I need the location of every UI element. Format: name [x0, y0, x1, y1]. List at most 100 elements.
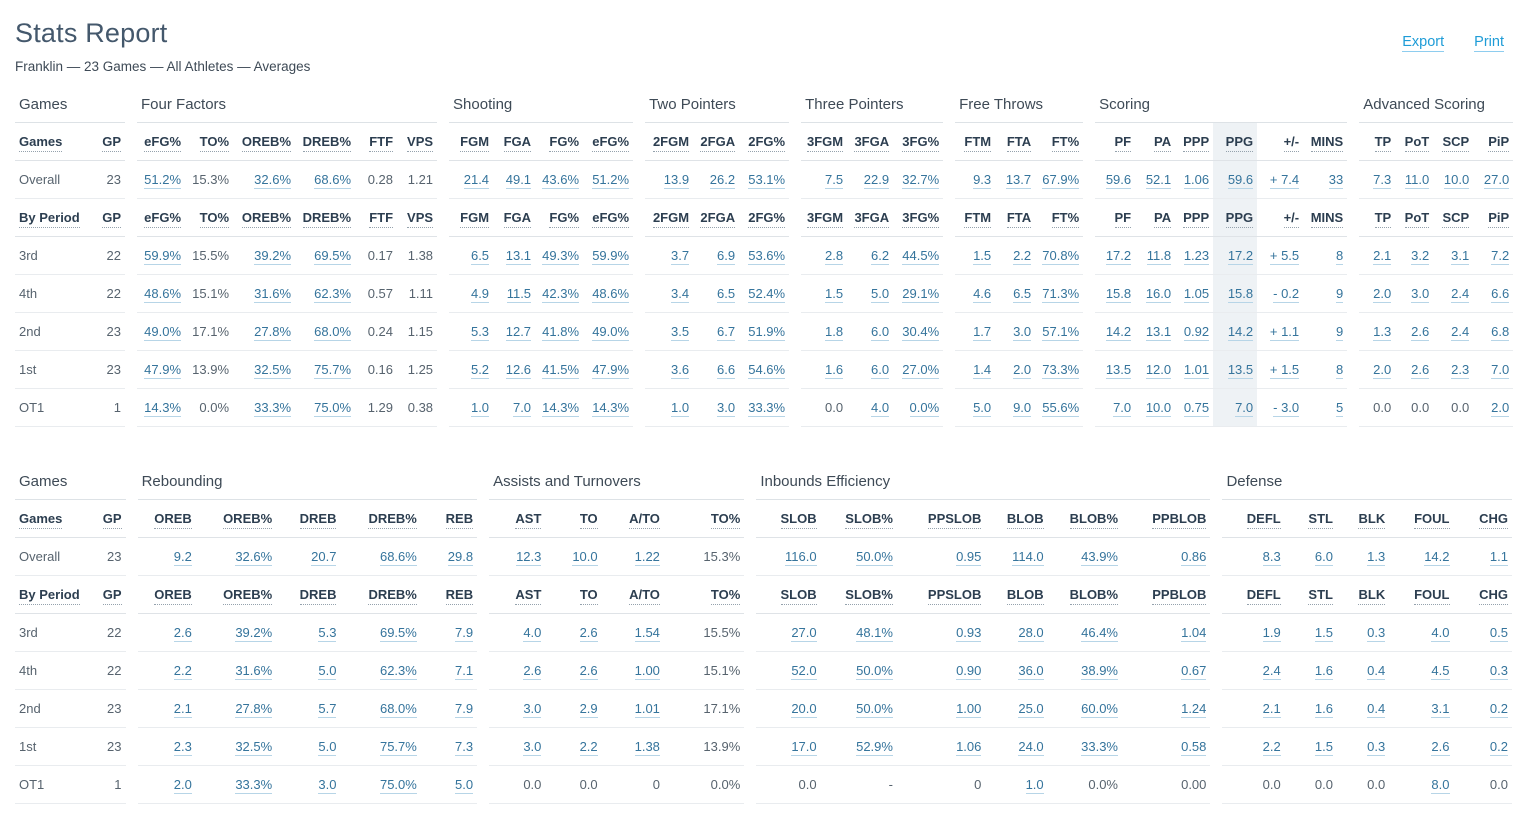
cell-link-oreb-pct[interactable]: 27.8%	[254, 324, 292, 341]
col-header-label-vps[interactable]: VPS	[407, 210, 434, 228]
cell-link-pf[interactable]: 15.8	[1105, 286, 1132, 303]
col-header-label-fta[interactable]: FTA	[1006, 134, 1032, 152]
cell-link-pip[interactable]: 6.6	[1491, 286, 1510, 303]
cell-link-ftm[interactable]: 9.3	[973, 172, 992, 189]
cell-link-oreb[interactable]: 9.2	[173, 549, 192, 566]
cell-link-foul[interactable]: 3.1	[1431, 701, 1450, 718]
cell-link-scp[interactable]: 3.1	[1451, 248, 1470, 265]
cell-link-oreb[interactable]: 2.1	[173, 701, 192, 718]
cell-link-chg[interactable]: 0.2	[1489, 739, 1508, 756]
cell-link-slob[interactable]: 17.0	[791, 739, 817, 756]
col-header-label-dreb[interactable]: DREB	[299, 511, 337, 529]
export-link[interactable]: Export	[1402, 34, 1445, 52]
cell-link-oreb-pct[interactable]: 32.6%	[254, 172, 292, 189]
cell-link-mins[interactable]: 9	[1335, 286, 1344, 303]
cell-link-plus-minus[interactable]: - 0.2	[1273, 286, 1300, 303]
cell-link-chg[interactable]: 0.2	[1489, 701, 1508, 718]
cell-link-dreb-pct[interactable]: 75.0%	[314, 400, 352, 417]
col-header-label-gp[interactable]: GP	[102, 134, 122, 152]
cell-link-tp[interactable]: 2.1	[1373, 248, 1392, 265]
cell-link-pip[interactable]: 27.0	[1483, 172, 1510, 189]
cell-link-oreb-pct[interactable]: 32.5%	[254, 362, 292, 379]
col-header-label-pf[interactable]: PF	[1114, 134, 1132, 152]
cell-link-oreb[interactable]: 2.3	[173, 739, 192, 756]
cell-link-defl[interactable]: 2.4	[1262, 663, 1281, 680]
cell-link-3fg-pct[interactable]: 0.0%	[909, 400, 940, 417]
cell-link-fg-pct[interactable]: 49.3%	[542, 248, 580, 265]
col-header-label-3fga[interactable]: 3FGA	[854, 134, 890, 152]
cell-link-oreb[interactable]: 2.0	[173, 777, 192, 794]
cell-link-ppg[interactable]: 17.2	[1227, 248, 1254, 265]
col-header-label-plus-minus[interactable]: +/-	[1283, 134, 1300, 152]
col-header-label-defl[interactable]: DEFL	[1246, 511, 1281, 529]
cell-link-reb[interactable]: 5.0	[455, 777, 474, 794]
cell-link-dreb[interactable]: 5.0	[318, 739, 337, 756]
cell-link-ftm[interactable]: 5.0	[973, 400, 992, 417]
cell-link-ast[interactable]: 3.0	[523, 701, 542, 718]
col-header-label-fg-pct[interactable]: FG%	[549, 210, 580, 228]
col-header-label-blob-pct[interactable]: BLOB%	[1069, 511, 1118, 529]
cell-link-fga[interactable]: 12.6	[505, 362, 532, 379]
col-header-label-oreb-pct[interactable]: OREB%	[241, 134, 292, 152]
col-header-label-slob-pct[interactable]: SLOB%	[845, 511, 893, 529]
col-header-label-vps[interactable]: VPS	[407, 134, 434, 152]
cell-link-ppg[interactable]: 14.2	[1227, 324, 1254, 341]
cell-link-tp[interactable]: 7.3	[1373, 172, 1392, 189]
cell-link-a-to[interactable]: 1.38	[634, 739, 660, 756]
col-header-label-oreb-pct[interactable]: OREB%	[223, 587, 273, 605]
cell-link-blob[interactable]: 25.0	[1018, 701, 1044, 718]
cell-link-2fga[interactable]: 6.7	[717, 324, 736, 341]
col-header-label-blk[interactable]: BLK	[1358, 511, 1386, 529]
col-header-label-mins[interactable]: MINS	[1310, 134, 1344, 152]
cell-link-blob[interactable]: 36.0	[1018, 663, 1044, 680]
cell-link-2fgm[interactable]: 3.7	[671, 248, 690, 265]
cell-link-efg-pct[interactable]: 59.9%	[144, 248, 182, 265]
cell-link-chg[interactable]: 0.5	[1489, 625, 1508, 642]
cell-link-3fga[interactable]: 22.9	[863, 172, 890, 189]
cell-link-ft-pct[interactable]: 71.3%	[1042, 286, 1080, 303]
col-header-label-dreb[interactable]: DREB	[299, 587, 337, 605]
cell-link-stl[interactable]: 1.6	[1314, 701, 1333, 718]
col-header-label-dreb-pct[interactable]: DREB%	[368, 511, 417, 529]
col-header-label-pf[interactable]: PF	[1114, 210, 1132, 228]
cell-link-3fgm[interactable]: 2.8	[825, 248, 844, 265]
cell-link-ast[interactable]: 2.6	[523, 663, 542, 680]
cell-link-pip[interactable]: 7.0	[1491, 362, 1510, 379]
cell-link-fgm[interactable]: 1.0	[470, 400, 490, 417]
cell-link-efg-pct-shooting[interactable]: 49.0%	[592, 324, 630, 341]
col-header-label-ppg[interactable]: PPG	[1225, 134, 1254, 152]
col-header-label-ftf[interactable]: FTF	[369, 210, 394, 228]
cell-link-slob-pct[interactable]: 50.0%	[856, 663, 893, 680]
cell-link-fta[interactable]: 2.2	[1013, 248, 1032, 265]
cell-link-3fgm[interactable]: 1.5	[825, 286, 844, 303]
col-header-label-fta[interactable]: FTA	[1006, 210, 1032, 228]
cell-link-efg-pct-shooting[interactable]: 14.3%	[592, 400, 630, 417]
cell-link-scp[interactable]: 2.4	[1451, 286, 1470, 303]
col-header-label-efg-pct-shooting[interactable]: eFG%	[592, 210, 630, 228]
col-header-label-games[interactable]: By Period	[19, 210, 80, 228]
col-header-label-oreb-pct[interactable]: OREB%	[223, 511, 273, 529]
cell-link-ppp[interactable]: 1.05	[1183, 286, 1210, 303]
cell-link-pf[interactable]: 7.0	[1113, 400, 1132, 417]
cell-link-oreb-pct[interactable]: 31.6%	[235, 663, 273, 680]
cell-link-ftm[interactable]: 1.5	[973, 248, 992, 265]
cell-link-efg-pct-shooting[interactable]: 48.6%	[592, 286, 630, 303]
col-header-label-ppblob[interactable]: PPBLOB	[1152, 587, 1207, 605]
cell-link-blob-pct[interactable]: 43.9%	[1081, 549, 1118, 566]
cell-link-2fgm[interactable]: 3.6	[671, 362, 690, 379]
col-header-label-oreb[interactable]: OREB	[154, 587, 192, 605]
cell-link-2fg-pct[interactable]: 54.6%	[748, 362, 786, 379]
col-header-label-blob[interactable]: BLOB	[1006, 511, 1044, 529]
cell-link-pip[interactable]: 2.0	[1491, 400, 1510, 417]
col-header-label-pot[interactable]: PoT	[1404, 210, 1430, 228]
cell-link-ppslob[interactable]: 0.95	[956, 549, 982, 566]
col-header-label-gp[interactable]: GP	[102, 587, 122, 605]
col-header-label-efg-pct[interactable]: eFG%	[144, 210, 182, 228]
cell-link-3fg-pct[interactable]: 27.0%	[902, 362, 940, 379]
cell-link-3fga[interactable]: 6.2	[871, 248, 890, 265]
cell-link-efg-pct-shooting[interactable]: 59.9%	[592, 248, 630, 265]
cell-link-defl[interactable]: 2.2	[1262, 739, 1281, 756]
cell-link-oreb-pct[interactable]: 32.5%	[235, 739, 273, 756]
cell-link-ftm[interactable]: 1.4	[973, 362, 992, 379]
cell-link-fta[interactable]: 13.7	[1005, 172, 1032, 189]
